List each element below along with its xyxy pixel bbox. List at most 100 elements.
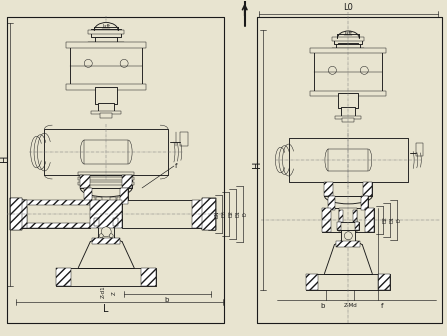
Bar [78,172,134,175]
Circle shape [99,234,103,238]
Bar [9,198,21,230]
Bar [338,93,358,108]
Bar [13,223,90,228]
Bar [96,197,102,202]
Text: Z-d1: Z-d1 [101,285,105,298]
Bar [329,149,368,171]
Text: Z: Z [112,292,117,295]
Bar [112,204,116,218]
Text: Z-Md: Z-Md [343,303,357,308]
Bar [110,197,116,202]
Text: b: b [320,302,325,308]
Bar [339,210,343,222]
Bar [88,42,124,46]
Bar [322,208,331,232]
Bar [89,197,95,202]
Text: D1: D1 [390,216,395,223]
Bar [311,48,386,53]
Text: L: L [103,303,109,313]
Bar [100,113,112,118]
Bar [416,143,423,156]
Text: H: H [252,160,261,168]
Bar [329,196,368,210]
Bar [311,91,386,96]
Bar [66,84,146,90]
Circle shape [360,66,368,74]
Bar [342,107,355,116]
Bar [92,238,120,244]
Bar [257,16,442,324]
Bar [66,42,146,48]
Circle shape [344,232,352,240]
Text: D: D [396,218,402,222]
Bar [80,175,90,188]
Bar [9,198,21,230]
Text: L0: L0 [343,3,353,12]
Bar [98,226,114,238]
Bar [141,268,156,286]
Bar [202,198,216,230]
Bar [78,182,134,185]
Bar [84,188,128,204]
Text: luft: luft [344,31,352,36]
Bar [94,218,99,226]
Bar [95,37,117,44]
Text: D1: D1 [235,210,240,217]
Bar [338,43,358,51]
Bar [44,129,168,175]
Bar [117,197,123,202]
Bar [192,200,206,228]
Bar [84,140,128,164]
Text: b: b [165,297,169,302]
Bar [91,30,121,37]
Circle shape [101,227,111,237]
Bar [333,48,364,52]
Bar [339,210,357,222]
Circle shape [109,234,113,238]
Bar [363,182,372,196]
Circle shape [120,59,128,67]
Bar [325,182,372,196]
Text: D: D [242,212,247,216]
Text: D3: D3 [221,210,226,217]
Bar [339,208,357,232]
Bar [337,222,359,230]
Bar [91,111,121,114]
Bar [113,218,118,226]
Bar [56,268,72,286]
Text: DN: DN [214,210,219,218]
Bar [88,31,124,35]
Bar [70,44,142,88]
Text: D2: D2 [383,216,388,223]
Bar [289,138,408,182]
Bar [120,188,128,204]
Bar [337,222,342,230]
Bar [13,200,90,205]
Bar [122,175,132,188]
Bar [90,200,122,228]
Bar [337,44,360,50]
Bar [353,210,357,222]
Bar [84,188,92,204]
Bar [80,175,132,188]
Bar [315,50,382,94]
Bar [325,182,333,196]
Bar [329,196,335,210]
Bar [307,274,318,290]
Bar [361,196,368,210]
Bar [202,198,216,230]
Bar [342,118,354,122]
Bar [96,204,116,218]
Bar [122,200,206,228]
Circle shape [329,66,337,74]
Bar [333,37,364,41]
Bar [365,208,374,232]
Bar [94,218,118,226]
Bar [335,116,361,119]
Bar [378,274,390,290]
Bar [13,200,90,228]
Bar [13,200,27,228]
Circle shape [84,59,92,67]
Bar [334,37,363,44]
Text: H: H [0,154,9,162]
